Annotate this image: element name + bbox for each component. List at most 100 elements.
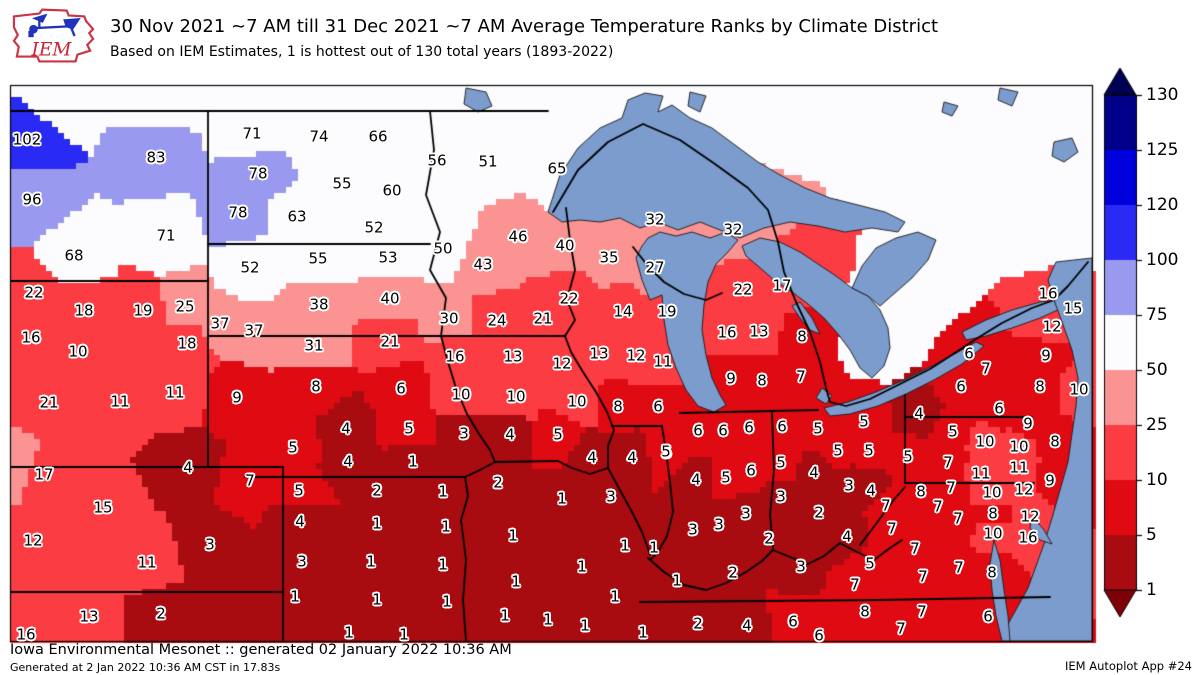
district-value: 96 xyxy=(22,190,42,209)
district-value: 11 xyxy=(165,383,185,402)
district-value: 6 xyxy=(653,397,663,416)
district-value: 60 xyxy=(382,181,402,200)
district-value: 21 xyxy=(39,393,59,412)
district-value: 1 xyxy=(372,514,382,533)
district-value: 9 xyxy=(726,369,736,388)
district-value: 50 xyxy=(433,239,453,258)
weather-vane-icon xyxy=(28,13,81,38)
district-value: 4 xyxy=(295,512,305,531)
district-value: 3 xyxy=(459,424,469,443)
district-value: 1 xyxy=(438,555,448,574)
district-value: 1 xyxy=(408,452,418,471)
district-value: 10 xyxy=(451,385,471,404)
district-value: 16 xyxy=(16,625,36,644)
district-value: 1 xyxy=(344,623,354,642)
page-subtitle: Based on IEM Estimates, 1 is hottest out… xyxy=(110,44,614,60)
district-value: 40 xyxy=(380,289,400,308)
district-value: 7 xyxy=(896,619,906,638)
district-value: 19 xyxy=(133,301,153,320)
district-value: 4 xyxy=(842,527,852,546)
district-value: 18 xyxy=(177,334,197,353)
district-value: 1 xyxy=(580,616,590,635)
district-value: 8 xyxy=(757,371,767,390)
district-value: 66 xyxy=(368,127,388,146)
district-value: 5 xyxy=(948,422,958,441)
district-value: 5 xyxy=(288,438,298,457)
district-value: 1 xyxy=(441,517,451,536)
district-value: 5 xyxy=(903,447,913,466)
district-value: 68 xyxy=(64,246,84,265)
district-value: 5 xyxy=(404,419,414,438)
district-value: 7 xyxy=(245,471,255,490)
district-value: 25 xyxy=(175,297,195,316)
footer-app-label: IEM Autoplot App #24 xyxy=(1064,659,1192,673)
district-value: 1 xyxy=(442,592,452,611)
district-value: 4 xyxy=(627,448,637,467)
district-value: 7 xyxy=(796,367,806,386)
district-value: 10 xyxy=(567,392,587,411)
district-value: 7 xyxy=(953,509,963,528)
district-value: 8 xyxy=(860,602,870,621)
district-value: 21 xyxy=(533,309,553,328)
district-value: 7 xyxy=(933,497,943,516)
district-value: 3 xyxy=(297,552,307,571)
district-value: 5 xyxy=(864,441,874,460)
district-value: 78 xyxy=(248,164,268,183)
colorbar-tick-label: 1 xyxy=(1146,580,1157,600)
district-value: 13 xyxy=(589,344,609,363)
district-value: 6 xyxy=(718,421,728,440)
district-value: 3 xyxy=(714,515,724,534)
district-value: 11 xyxy=(653,352,673,371)
district-value: 3 xyxy=(776,487,786,506)
district-value: 102 xyxy=(12,130,42,149)
district-value: 10 xyxy=(68,342,88,361)
district-value: 12 xyxy=(1042,317,1062,336)
district-value: 10 xyxy=(983,524,1003,543)
district-value: 6 xyxy=(746,461,756,480)
district-value: 10 xyxy=(975,432,995,451)
district-value: 5 xyxy=(833,441,843,460)
footer-timing-line: Generated at 2 Jan 2022 10:36 AM CST in … xyxy=(10,661,281,674)
district-value: 5 xyxy=(865,554,875,573)
district-value: 9 xyxy=(1041,346,1051,365)
district-value: 10 xyxy=(1009,437,1029,456)
district-value: 12 xyxy=(1020,507,1040,526)
district-value: 1 xyxy=(438,482,448,501)
district-value: 8 xyxy=(916,482,926,501)
district-value: 4 xyxy=(183,458,193,477)
district-value: 13 xyxy=(749,322,769,341)
district-value: 12 xyxy=(23,531,43,550)
district-value: 5 xyxy=(859,412,869,431)
district-value: 2 xyxy=(493,473,503,492)
district-value: 8 xyxy=(613,397,623,416)
district-value: 4 xyxy=(341,419,351,438)
district-value: 19 xyxy=(657,302,677,321)
district-value: 2 xyxy=(156,604,166,623)
district-value: 4 xyxy=(343,452,353,471)
district-value: 7 xyxy=(881,496,891,515)
district-value: 32 xyxy=(723,220,743,239)
district-value: 5 xyxy=(776,453,786,472)
colorbar-tick-label: 50 xyxy=(1146,360,1168,380)
district-value: 11 xyxy=(137,553,157,572)
district-value: 2 xyxy=(372,481,382,500)
district-value: 35 xyxy=(599,248,619,267)
district-value: 9 xyxy=(1045,471,1055,490)
district-value: 16 xyxy=(1038,284,1058,303)
district-value: 3 xyxy=(606,487,616,506)
colorbar-tick-label: 100 xyxy=(1146,250,1179,270)
district-value: 1 xyxy=(649,538,659,557)
district-value: 6 xyxy=(788,612,798,631)
district-value: 21 xyxy=(380,332,400,351)
district-value: 11 xyxy=(971,464,991,483)
district-value: 71 xyxy=(242,124,262,143)
district-value: 1 xyxy=(543,610,553,629)
district-value: 8 xyxy=(987,563,997,582)
district-value: 4 xyxy=(505,425,515,444)
district-value: 7 xyxy=(850,575,860,594)
district-value: 71 xyxy=(156,226,176,245)
district-value: 17 xyxy=(34,465,54,484)
district-value: 8 xyxy=(1035,377,1045,396)
district-value: 16 xyxy=(445,347,465,366)
district-value: 16 xyxy=(717,323,737,342)
